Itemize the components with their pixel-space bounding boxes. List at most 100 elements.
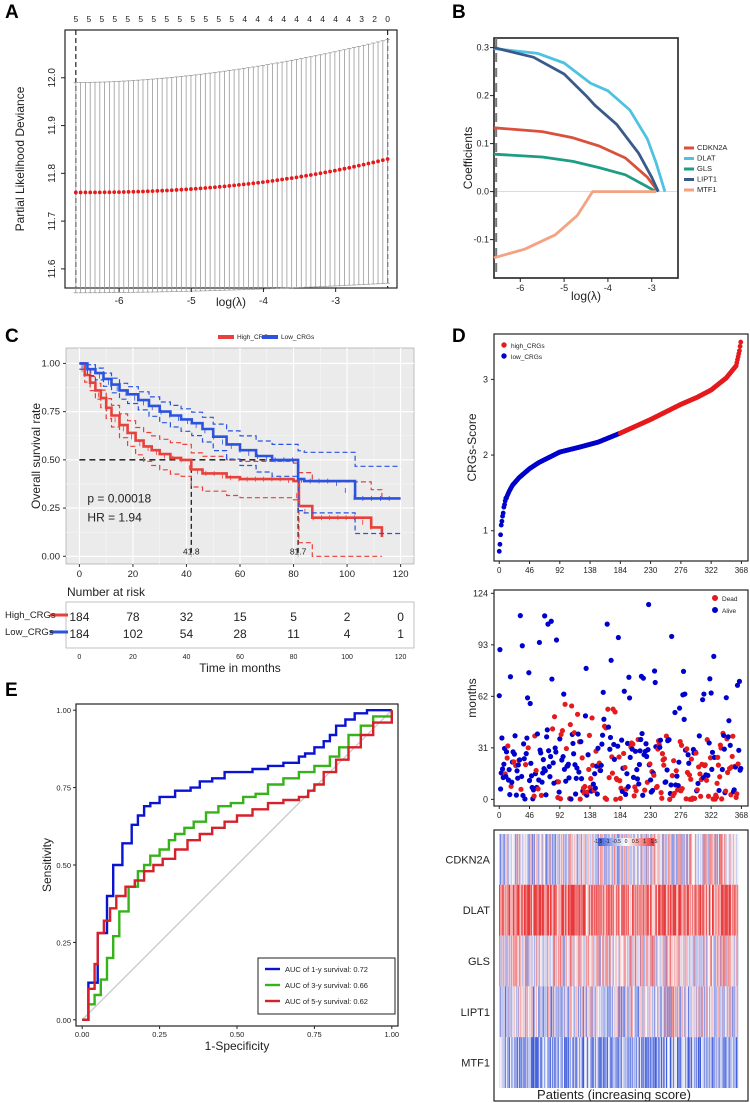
heatmap-cell — [626, 1037, 628, 1088]
heatmap-cell — [552, 935, 554, 987]
heatmap-cell — [729, 834, 731, 885]
heatmap-cell — [596, 1037, 598, 1088]
count-label: 5 — [138, 14, 143, 24]
heatmap-cell — [598, 935, 600, 987]
heatmap-cell — [534, 986, 536, 1038]
heatmap-cell — [554, 986, 556, 1038]
alive-point — [528, 773, 535, 779]
alive-point — [538, 750, 544, 756]
heatmap-cell — [730, 884, 732, 936]
heatmap-cell — [712, 834, 714, 885]
heatmap-cell — [510, 884, 512, 936]
panel-label-e: E — [5, 680, 18, 701]
heatmap-cell — [654, 884, 656, 936]
heatmap-cell — [584, 834, 586, 885]
heatmap-cell — [661, 1037, 663, 1088]
heatmap-cell — [713, 986, 715, 1038]
count-label: 5 — [203, 14, 208, 24]
heatmap-cell — [531, 986, 533, 1038]
alive-point — [571, 751, 577, 757]
heatmap-cell — [617, 834, 619, 885]
heatmap-cell — [685, 834, 687, 885]
heatmap-cell — [529, 986, 531, 1038]
heatmap-cell — [583, 986, 585, 1038]
dead-point — [617, 778, 623, 784]
score-point — [497, 541, 503, 547]
heatmap-cell — [671, 986, 673, 1038]
heatmap-cell — [735, 986, 737, 1038]
heatmap-cell — [686, 986, 688, 1038]
heatmap-cell — [713, 1037, 715, 1088]
heatmap-cell — [627, 834, 629, 885]
heatmap-row-label: CDKN2A — [445, 854, 490, 866]
heatmap-cell — [624, 935, 626, 987]
heatmap-cell — [658, 1037, 660, 1088]
heatmap-cell — [628, 884, 630, 936]
alive-point — [550, 760, 556, 766]
heatmap-cell — [551, 1037, 553, 1088]
heatmap-cell — [610, 884, 612, 936]
heatmap-cell — [618, 986, 620, 1038]
heatmap-cell — [708, 834, 710, 885]
dead-point — [734, 791, 740, 797]
heatmap-cell — [622, 834, 624, 885]
dead-point — [586, 766, 592, 773]
heatmap-cell — [617, 986, 619, 1038]
heatmap-cell — [656, 935, 658, 987]
heatmap-cell — [571, 1037, 573, 1088]
heatmap-cell — [639, 935, 641, 987]
heatmap-cell — [543, 884, 545, 936]
heatmap-cell — [679, 834, 681, 885]
risk-x-tick-label: 0 — [77, 654, 81, 661]
heatmap-cell — [693, 884, 695, 936]
heatmap-cell — [674, 834, 676, 885]
heatmap-cell — [708, 884, 710, 936]
heatmap-cell — [720, 986, 722, 1038]
heatmap-cell — [517, 986, 519, 1038]
count-label: 5 — [164, 14, 169, 24]
alive-point — [619, 737, 625, 743]
heatmap-cell — [632, 935, 634, 987]
heatmap-cell — [715, 834, 717, 885]
heatmap-cell — [576, 834, 578, 885]
heatmap-cell — [726, 884, 728, 936]
alive-point — [657, 744, 663, 750]
legend-label: High_CRGs — [237, 334, 272, 341]
legend-dot — [712, 595, 718, 601]
heatmap-cell — [674, 1037, 676, 1088]
heatmap-cell — [673, 834, 675, 885]
heatmap-cell — [521, 884, 523, 936]
heatmap-cell — [557, 1037, 559, 1088]
heatmap-cell — [504, 935, 506, 987]
alive-point — [648, 777, 654, 783]
heatmap-cell — [732, 986, 734, 1038]
heatmap-cell — [723, 1037, 725, 1088]
x-tick-label: -4 — [259, 296, 268, 307]
alive-point — [498, 770, 504, 776]
heatmap-cell — [536, 1037, 538, 1088]
heatmap-cell — [699, 935, 701, 987]
heatmap-cell — [689, 1037, 691, 1088]
heatmap-cell — [612, 1037, 614, 1088]
heatmap-cell — [539, 884, 541, 936]
heatmap-cell — [555, 834, 557, 885]
heatmap-cell — [565, 986, 567, 1038]
heatmap-cell — [513, 935, 515, 987]
heatmap-cell — [632, 834, 634, 885]
mean-point — [361, 162, 366, 167]
heatmap-cell — [524, 935, 526, 987]
alive-point — [522, 796, 528, 802]
heatmap-cell — [636, 884, 638, 936]
heatmap-cell — [654, 986, 656, 1038]
heatmap-cell — [504, 986, 506, 1038]
dead-point — [654, 783, 660, 790]
heatmap-cell — [687, 1037, 689, 1088]
x-axis-label: log(λ) — [216, 295, 246, 309]
heatmap-cell — [634, 1037, 636, 1088]
y-tick-label: 0.25 — [56, 938, 71, 947]
count-label: 5 — [216, 14, 221, 24]
heatmap-cell — [732, 1037, 734, 1088]
heatmap-cell — [589, 986, 591, 1038]
heatmap-cell — [512, 935, 514, 987]
alive-point — [640, 792, 646, 798]
